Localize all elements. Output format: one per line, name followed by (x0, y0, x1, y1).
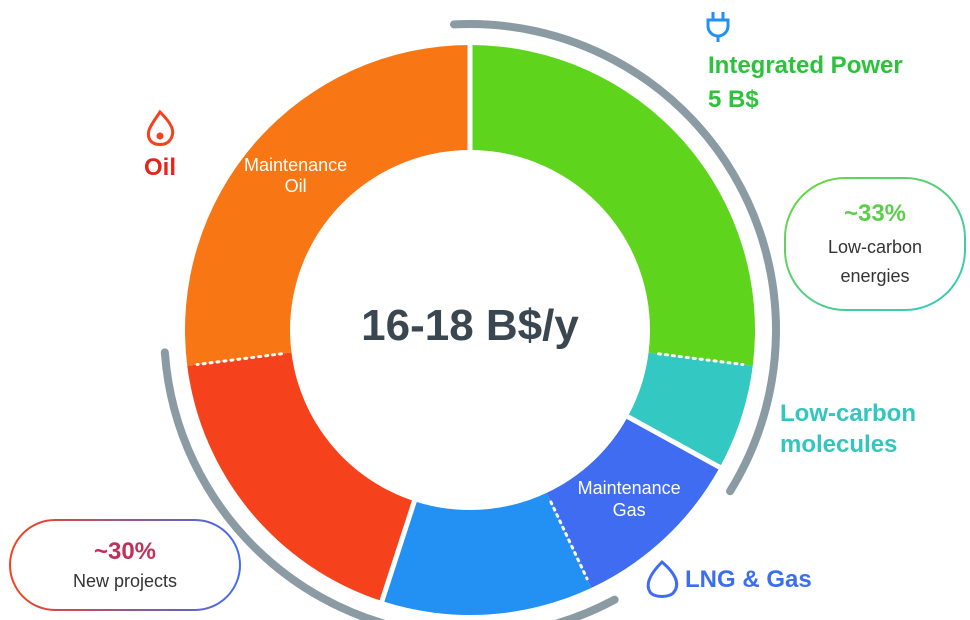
label: Oil (143, 154, 176, 181)
callout: ~33% Low-carbon energies (785, 200, 965, 290)
callout-text: New projects (72, 570, 178, 591)
group-arc (449, 20, 780, 496)
segment (546, 416, 720, 588)
label: Integrated Power (708, 52, 903, 79)
segment (470, 45, 755, 366)
segment-divider (549, 500, 589, 581)
callout-box (784, 177, 966, 311)
segment-gap (379, 500, 417, 602)
callout-text: Low-carbon energies (827, 236, 923, 286)
segment-divider (195, 352, 283, 366)
segment-label: Maintenance Gas (577, 477, 681, 520)
callout: ~30% New projects (10, 538, 240, 592)
segment (627, 352, 753, 468)
segment (381, 492, 592, 616)
callout-value: ~30% (93, 538, 157, 565)
flame-icon (646, 559, 679, 598)
group-arc (160, 348, 619, 620)
segment-gap (626, 414, 721, 470)
label: 5 B$ (708, 86, 759, 113)
flame-icon (146, 109, 175, 146)
segment-label: Maintenance Oil (244, 154, 348, 197)
donut (160, 20, 780, 620)
segment (187, 352, 415, 602)
segment (185, 45, 470, 366)
label: LNG & Gas (685, 566, 812, 593)
label: Low-carbon molecules (780, 400, 916, 459)
segment-divider (657, 352, 745, 366)
plug-icon (706, 12, 730, 42)
callout-box (9, 519, 241, 611)
callout-value: ~33% (843, 200, 907, 227)
center-label: 16-18 B$/y (361, 301, 579, 350)
